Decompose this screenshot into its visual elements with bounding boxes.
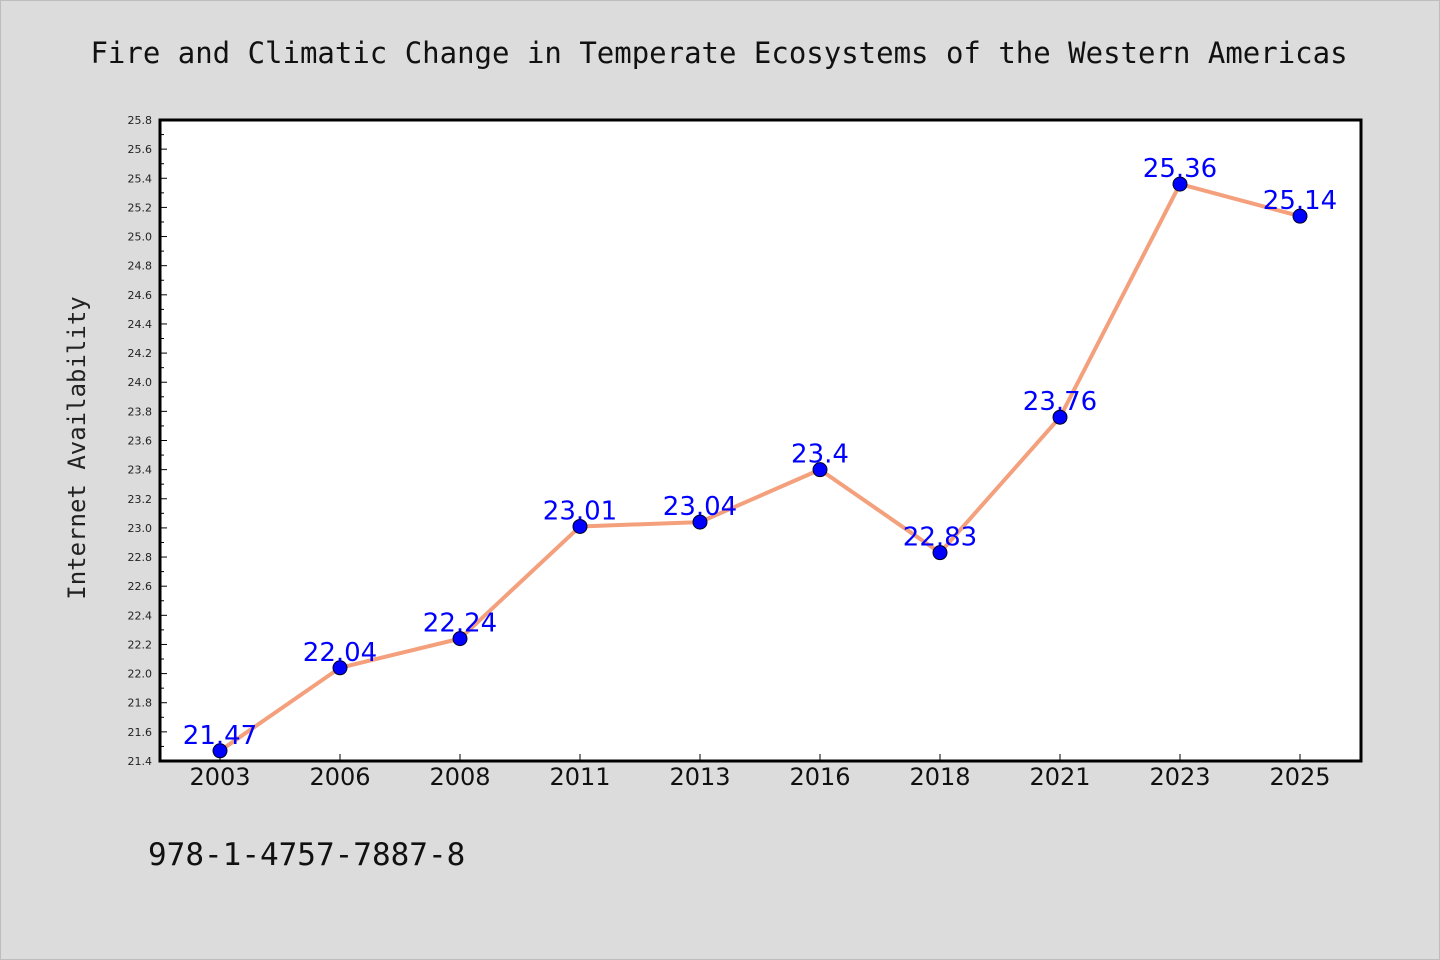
data-label: 23.76: [1023, 387, 1097, 417]
data-label: 22.24: [423, 609, 497, 639]
plot-area: [158, 118, 1363, 763]
y-tick-label: 23.0: [128, 522, 153, 535]
y-tick-label: 24.4: [128, 318, 153, 331]
y-tick-label: 24.2: [128, 347, 153, 360]
x-tick-label: 2018: [909, 763, 970, 791]
data-label: 22.04: [303, 638, 377, 668]
y-tick-label: 22.2: [128, 638, 153, 651]
data-point: [332, 660, 348, 676]
y-tick-label: 25.6: [128, 143, 153, 156]
x-tick-label: 2016: [789, 763, 850, 791]
x-tick-label: 2023: [1149, 763, 1210, 791]
data-point: [812, 462, 828, 478]
y-axis: 21.4 21.6 21.8 22.0 22.2 22.4 22.6 22.8 23.0 23.2…: [128, 114, 167, 768]
y-tick-label: 25.4: [128, 172, 153, 185]
y-tick-label: 22.6: [128, 580, 153, 593]
data-label: 25.14: [1263, 186, 1337, 216]
y-axis-label: Internet Availability: [63, 296, 91, 599]
y-tick-label: 23.4: [128, 464, 153, 477]
x-tick-label: 2025: [1269, 763, 1330, 791]
data-label: 23.4: [791, 440, 849, 470]
y-tick-label: 23.8: [128, 405, 153, 418]
data-label: 22.83: [903, 523, 977, 553]
y-tick-label: 24.0: [128, 376, 153, 389]
data-label: 23.04: [663, 492, 737, 522]
x-tick-label: 2006: [309, 763, 370, 791]
data-point: [452, 631, 468, 647]
data-point: [692, 514, 708, 530]
y-tick-label: 22.4: [128, 609, 153, 622]
y-tick-label: 23.6: [128, 435, 153, 448]
data-label: 21.47: [183, 721, 257, 751]
data-point: [932, 545, 948, 561]
x-axis: 2003 2006 2008 2011 2013 2016 2018 2021 2023 2025: [189, 754, 1331, 791]
chart-title: Fire and Climatic Change in Temperate Ec…: [90, 36, 1347, 70]
series-group: 21.47 22.04 22.24 23.01 23.04 23.4 22.83 23.76 2…: [183, 154, 1337, 759]
series-line: [218, 182, 1302, 753]
isbn-text: 978-1-4757-7887-8: [148, 837, 465, 873]
x-tick-label: 2011: [549, 763, 610, 791]
data-point: [1052, 409, 1068, 425]
y-tick-label: 23.2: [128, 493, 153, 506]
y-tick-label: 21.4: [128, 755, 153, 768]
data-point: [572, 518, 588, 534]
y-tick-label: 25.2: [128, 201, 153, 214]
x-tick-label: 2008: [429, 763, 490, 791]
data-point: [1292, 208, 1308, 224]
y-tick-label: 22.8: [128, 551, 153, 564]
y-tick-label: 21.8: [128, 697, 153, 710]
data-point: [1172, 176, 1188, 192]
data-label: 23.01: [543, 496, 617, 526]
y-tick-label: 24.8: [128, 260, 153, 273]
y-tick-label: 22.0: [128, 668, 153, 681]
x-tick-label: 2013: [669, 763, 730, 791]
y-tick-label: 24.6: [128, 289, 153, 302]
x-tick-label: 2003: [189, 763, 250, 791]
data-point: [212, 743, 228, 759]
data-label: 25.36: [1143, 154, 1217, 184]
x-tick-label: 2021: [1029, 763, 1090, 791]
y-tick-label: 25.8: [128, 114, 153, 127]
y-tick-label: 21.6: [128, 726, 153, 739]
y-tick-label: 25.0: [128, 231, 153, 244]
